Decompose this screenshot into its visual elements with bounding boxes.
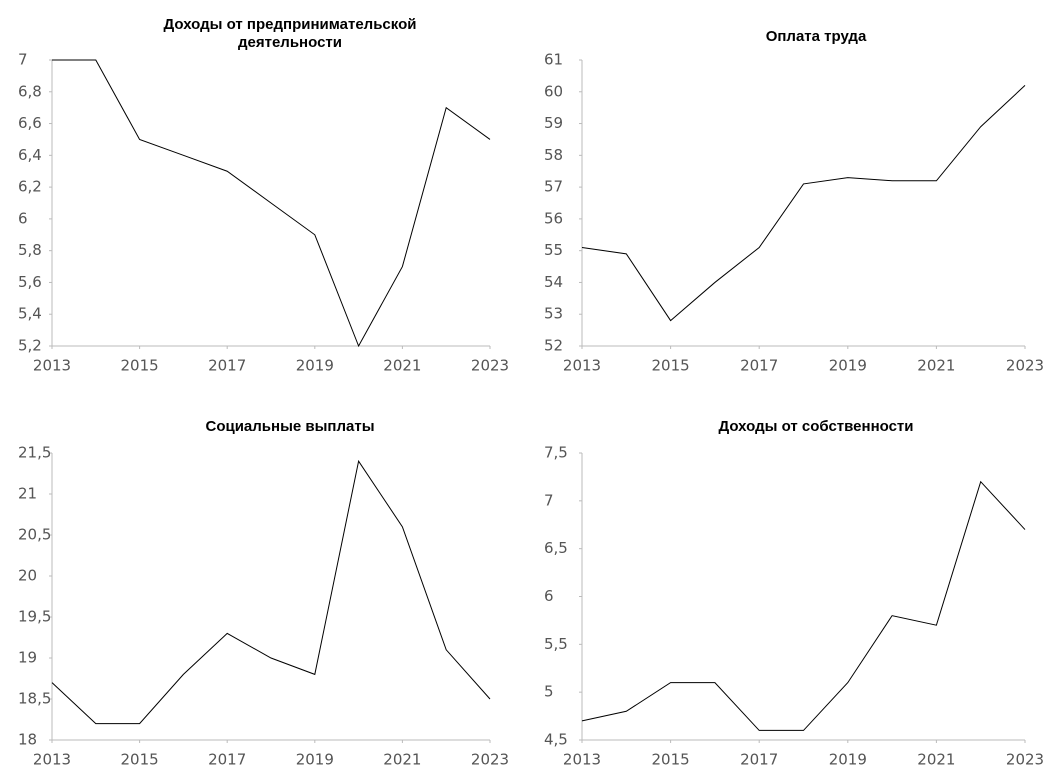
chart: 52 53 54 55 56 57 58 59 60 61 2013 2015 2017 2019 2021… <box>544 51 1044 375</box>
x-tick-label: 2019 <box>829 751 867 769</box>
x-tick-label: 2023 <box>1006 357 1044 375</box>
x-tick-label: 2015 <box>121 751 159 769</box>
y-tick-label: 53 <box>544 305 563 323</box>
y-tick-label: 20,5 <box>18 526 51 544</box>
chart-title: Доходы от предпринимательской деятельнос… <box>163 16 417 51</box>
data-line <box>51 459 491 725</box>
data-line <box>581 480 1026 731</box>
x-tick-label: 2023 <box>1006 751 1044 769</box>
x-tick-label: 2015 <box>121 357 159 375</box>
chart-title: Доходы от собственности <box>718 418 914 435</box>
y-tick-label: 6,4 <box>18 146 42 164</box>
chart: 5,2 5,4 5,6 5,8 6 6,2 6,4 6,6 6,8 7 2013 2015 2017 20… <box>18 51 509 375</box>
y-tick-label: 18 <box>18 731 37 749</box>
x-tick-label: 2013 <box>33 357 71 375</box>
x-tick-label: 2017 <box>740 751 778 769</box>
x-tick-label: 2017 <box>208 357 246 375</box>
chart-panel: Доходы от предпринимательской деятельнос… <box>0 0 526 384</box>
y-tick-label: 5 <box>544 683 554 701</box>
x-tick-label: 2019 <box>296 751 334 769</box>
y-tick-label: 7,5 <box>544 444 568 462</box>
data-line <box>581 85 1026 322</box>
y-tick-label: 5,8 <box>18 241 42 259</box>
x-tick-label: 2019 <box>296 357 334 375</box>
x-tick-label: 2017 <box>740 357 778 375</box>
y-tick-label: 6,6 <box>18 114 42 132</box>
y-tick-label: 6 <box>544 587 554 605</box>
chart-panel: Социальные выплаты 18 18,5 19 19,5 20 20,5 21 21… <box>0 390 526 774</box>
y-tick-label: 4,5 <box>544 731 568 749</box>
chart-title: Социальные выплаты <box>205 418 375 435</box>
y-tick-label: 7 <box>18 51 28 69</box>
y-tick-label: 57 <box>544 178 563 196</box>
y-tick-label: 60 <box>544 82 563 100</box>
y-tick-label: 54 <box>544 273 563 291</box>
x-tick-label: 2015 <box>652 751 690 769</box>
y-tick-label: 5,2 <box>18 337 42 355</box>
y-tick-label: 58 <box>544 146 563 164</box>
y-tick-label: 18,5 <box>18 690 51 708</box>
y-tick-label: 6,5 <box>544 539 568 557</box>
y-tick-label: 5,6 <box>18 273 42 291</box>
y-tick-label: 55 <box>544 241 563 259</box>
x-tick-label: 2017 <box>208 751 246 769</box>
x-tick-label: 2021 <box>917 751 955 769</box>
x-tick-label: 2021 <box>917 357 955 375</box>
y-tick-label: 21 <box>18 485 37 503</box>
chart: 18 18,5 19 19,5 20 20,5 21 21,5 2013 2015 2017 2019… <box>18 444 509 769</box>
y-tick-label: 56 <box>544 209 563 227</box>
y-tick-label: 19,5 <box>18 608 51 626</box>
y-tick-label: 5,5 <box>544 635 568 653</box>
y-tick-label: 21,5 <box>18 444 51 462</box>
x-tick-label: 2013 <box>563 751 601 769</box>
x-tick-label: 2023 <box>471 357 509 375</box>
data-line <box>52 59 491 348</box>
y-tick-label: 6,2 <box>18 178 42 196</box>
chart: 4,5 5 5,5 6 6,5 7 7,5 2013 2015 2017 2019 2021 2023 <box>544 444 1044 769</box>
chart-title: Оплата труда <box>765 28 867 45</box>
y-tick-label: 20 <box>18 567 37 585</box>
y-tick-label: 52 <box>544 337 563 355</box>
y-tick-label: 19 <box>18 649 37 667</box>
x-tick-label: 2013 <box>563 357 601 375</box>
x-tick-label: 2013 <box>33 751 71 769</box>
y-tick-label: 61 <box>544 51 563 69</box>
y-tick-label: 6 <box>18 209 28 227</box>
y-tick-label: 59 <box>544 114 563 132</box>
y-tick-label: 7 <box>544 491 554 509</box>
x-tick-label: 2021 <box>383 357 421 375</box>
y-tick-label: 5,4 <box>18 305 42 323</box>
chart-panel: Доходы от собственности 4,5 5 5,5 6 6,5 7 7,5 20… <box>526 390 1052 774</box>
x-tick-label: 2015 <box>652 357 690 375</box>
y-tick-label: 6,8 <box>18 82 42 100</box>
x-tick-label: 2019 <box>829 357 867 375</box>
x-tick-label: 2023 <box>471 751 509 769</box>
chart-panel: Оплата труда 52 53 54 55 56 57 58 59 60 61 2013 2015… <box>526 0 1052 384</box>
x-tick-label: 2021 <box>383 751 421 769</box>
